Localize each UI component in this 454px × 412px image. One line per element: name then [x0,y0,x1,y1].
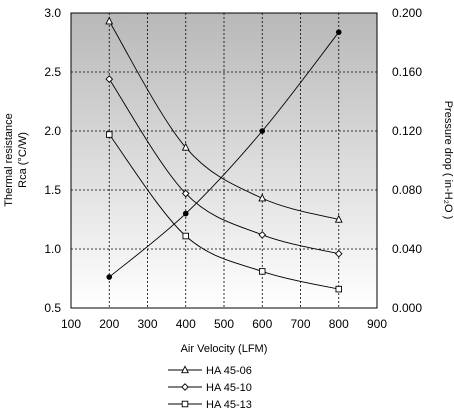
series-ha-45-06 [105,16,343,223]
diamond-marker [334,249,343,258]
legend-item: HA 45-13 [168,399,252,411]
series-ha-45-10 [105,75,343,258]
x-tick-label: 600 [252,317,272,331]
triangle-marker [181,142,190,151]
x-tick-label: 200 [99,317,119,331]
y-left-tick-label: 0.5 [44,301,61,315]
x-axis-title: Air Velocity (LFM) [181,343,268,355]
y-right-tick-label: 0.120 [392,124,422,138]
y-left-tick-label: 2.5 [44,65,61,79]
series-ha-45-13 [105,131,343,293]
dot-marker [106,274,113,280]
legend-item: HA 45-06 [168,365,252,377]
triangle-marker [334,214,343,223]
y-right-tick-label: 0.040 [392,242,422,256]
series-line [108,21,339,220]
legend-label: HA 45-10 [206,382,252,394]
triangle-marker [105,16,114,25]
series-line [108,31,340,278]
y-left-tick-labels: 0.5 1.0 1.5 2.0 2.5 3.0 [44,6,61,315]
x-tick-label: 900 [367,317,387,331]
legend-label: HA 45-06 [206,365,252,377]
x-tick-label: 300 [137,317,157,331]
diamond-marker [181,383,189,391]
y-left-title-line1: Thermal resistance [3,113,15,207]
dot-marker [335,29,342,35]
series-line [108,134,339,290]
y-left-tick-label: 3.0 [44,6,61,20]
series-group [105,16,343,293]
square-marker [181,400,189,408]
diamond-marker [181,189,190,198]
y-right-title: Pressure drop ( in-H₂O ) [442,101,454,220]
legend-item: HA 45-10 [168,382,252,394]
y-left-tick-label: 1.5 [44,183,61,197]
x-tick-label: 500 [214,317,234,331]
square-marker [182,232,189,240]
dot-marker [259,128,266,134]
y-left-tick-label: 1.0 [44,242,61,256]
grid [71,13,377,308]
legend-label: HA 45-13 [206,399,252,411]
x-tick-label: 100 [61,317,81,331]
y-left-title-line2: Rca (°C/W) [17,132,29,188]
x-tick-label: 700 [290,317,310,331]
y-left-tick-label: 2.0 [44,124,61,138]
diamond-marker [105,75,114,83]
y-right-tick-label: 0.160 [392,65,422,79]
series-line [108,78,339,255]
triangle-marker [181,365,189,374]
legend: HA 45-06 HA 45-10 HA 45-13 [168,365,252,411]
square-marker [335,285,343,293]
triangle-marker [258,193,267,202]
x-tick-label: 400 [176,317,196,331]
y-right-tick-label: 0.000 [392,301,422,315]
dot-marker [182,210,189,217]
y-right-tick-label: 0.200 [392,6,422,20]
diamond-marker [258,231,267,239]
series-pressure-drop [106,29,342,280]
y-right-tick-labels: 0.000 0.040 0.080 0.120 0.160 0.200 [392,6,422,315]
y-right-tick-label: 0.080 [392,183,422,197]
square-marker [105,131,113,138]
x-tick-labels: 100 200 300 400 500 600 700 800 900 [61,317,387,331]
square-marker [259,268,266,275]
x-tick-label: 800 [329,317,349,331]
